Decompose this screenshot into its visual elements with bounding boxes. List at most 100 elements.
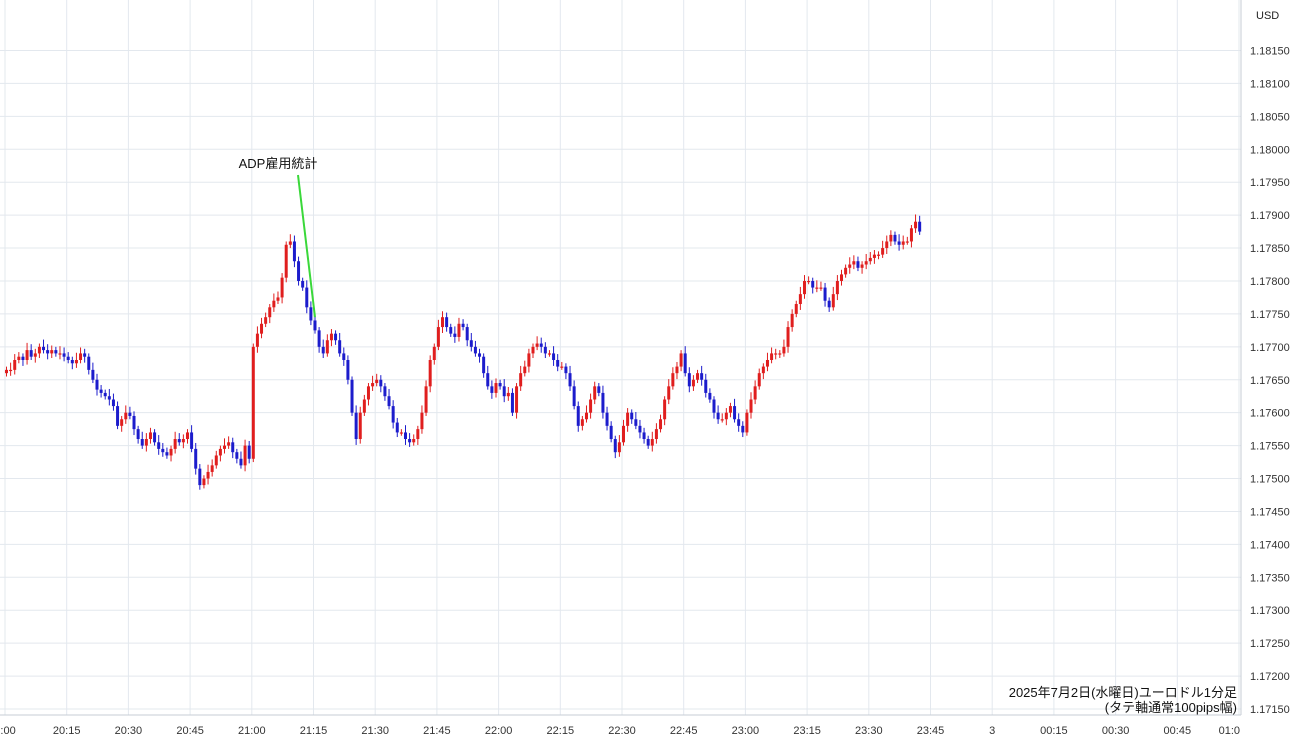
candle-body <box>584 412 588 420</box>
candle <box>428 355 432 393</box>
candle <box>371 375 375 391</box>
candle <box>218 445 222 462</box>
candle-body <box>107 396 111 400</box>
candle-body <box>502 386 506 397</box>
candle-body <box>153 432 157 443</box>
candle-body <box>704 379 708 393</box>
candle-body <box>708 392 712 400</box>
candle-body <box>835 280 839 295</box>
y-tick-label: 1.17400 <box>1250 539 1290 551</box>
candle <box>239 451 243 469</box>
candle-body <box>264 317 268 324</box>
candle <box>436 319 440 351</box>
candle <box>671 367 675 390</box>
candle <box>827 297 831 312</box>
candle <box>83 348 87 363</box>
candle-body <box>802 280 806 295</box>
x-tick-label: 23:15 <box>793 725 821 737</box>
y-tick-label: 1.17750 <box>1250 309 1290 321</box>
candle <box>564 363 568 380</box>
candle <box>461 319 465 331</box>
candle-body <box>909 228 913 242</box>
candle <box>478 348 482 363</box>
candle <box>510 388 514 416</box>
candle <box>99 385 103 398</box>
candle <box>301 277 305 291</box>
candle <box>21 353 25 366</box>
candle-body <box>301 280 305 288</box>
candle <box>872 250 876 264</box>
candle-body <box>313 320 317 331</box>
candle-body <box>17 356 21 360</box>
annotation-label: ADP雇用統計 <box>239 156 318 171</box>
candle <box>173 431 177 454</box>
candle <box>87 353 91 375</box>
candle-body <box>675 366 679 374</box>
candle-body <box>449 327 453 334</box>
candle <box>539 337 543 353</box>
y-tick-label: 1.17950 <box>1250 177 1290 189</box>
candle-body <box>761 366 765 374</box>
candle <box>696 369 700 384</box>
candle-body <box>523 366 527 374</box>
candle-body <box>116 406 120 426</box>
candle <box>346 355 350 385</box>
candle <box>408 433 412 447</box>
candle <box>593 381 597 405</box>
candle-body <box>580 419 584 426</box>
candle-body <box>881 248 885 255</box>
candle <box>62 347 66 362</box>
candle-body <box>646 439 650 446</box>
candle-body <box>626 412 630 426</box>
x-tick-label: 21:00 <box>238 725 266 737</box>
candle <box>613 435 617 459</box>
candle-body <box>297 261 301 281</box>
candle <box>893 231 897 245</box>
candle-body <box>358 412 362 440</box>
candle-body <box>62 353 66 357</box>
candle <box>136 425 140 444</box>
candle-body <box>556 359 560 367</box>
candle <box>515 383 519 419</box>
candle-body <box>473 346 477 354</box>
candle <box>757 368 761 390</box>
candle-body <box>95 379 99 390</box>
candle-body <box>864 261 868 265</box>
candle <box>609 421 613 443</box>
x-tick-label: 00:15 <box>1040 725 1068 737</box>
candle <box>905 236 909 245</box>
candle <box>74 352 78 368</box>
candle <box>280 273 284 304</box>
candle <box>58 346 62 360</box>
candle-body <box>712 399 716 413</box>
candle-body <box>79 353 83 360</box>
candle-body <box>206 471 210 479</box>
candle-body <box>194 448 198 469</box>
candle <box>457 317 461 342</box>
candle-body <box>605 412 609 426</box>
candle <box>107 388 111 406</box>
candle-body <box>342 353 346 360</box>
candle <box>486 365 490 390</box>
candle-body <box>889 234 893 242</box>
grid-layer <box>0 0 1241 715</box>
candle-body <box>745 412 749 433</box>
candle <box>350 376 354 416</box>
candle <box>255 326 259 353</box>
candle-body <box>671 373 675 387</box>
candle <box>50 345 54 359</box>
candle-body <box>255 333 259 347</box>
candle <box>704 373 708 398</box>
candle <box>490 380 494 399</box>
candle-body <box>111 399 115 407</box>
candle <box>642 427 646 444</box>
candle <box>543 342 547 359</box>
candle <box>527 348 531 373</box>
candle <box>786 321 790 353</box>
candle-body <box>428 359 432 387</box>
candle-body <box>5 369 8 374</box>
candle-body <box>716 412 720 420</box>
candle <box>626 408 630 432</box>
candle-body <box>741 425 745 433</box>
candle-body <box>185 432 189 440</box>
